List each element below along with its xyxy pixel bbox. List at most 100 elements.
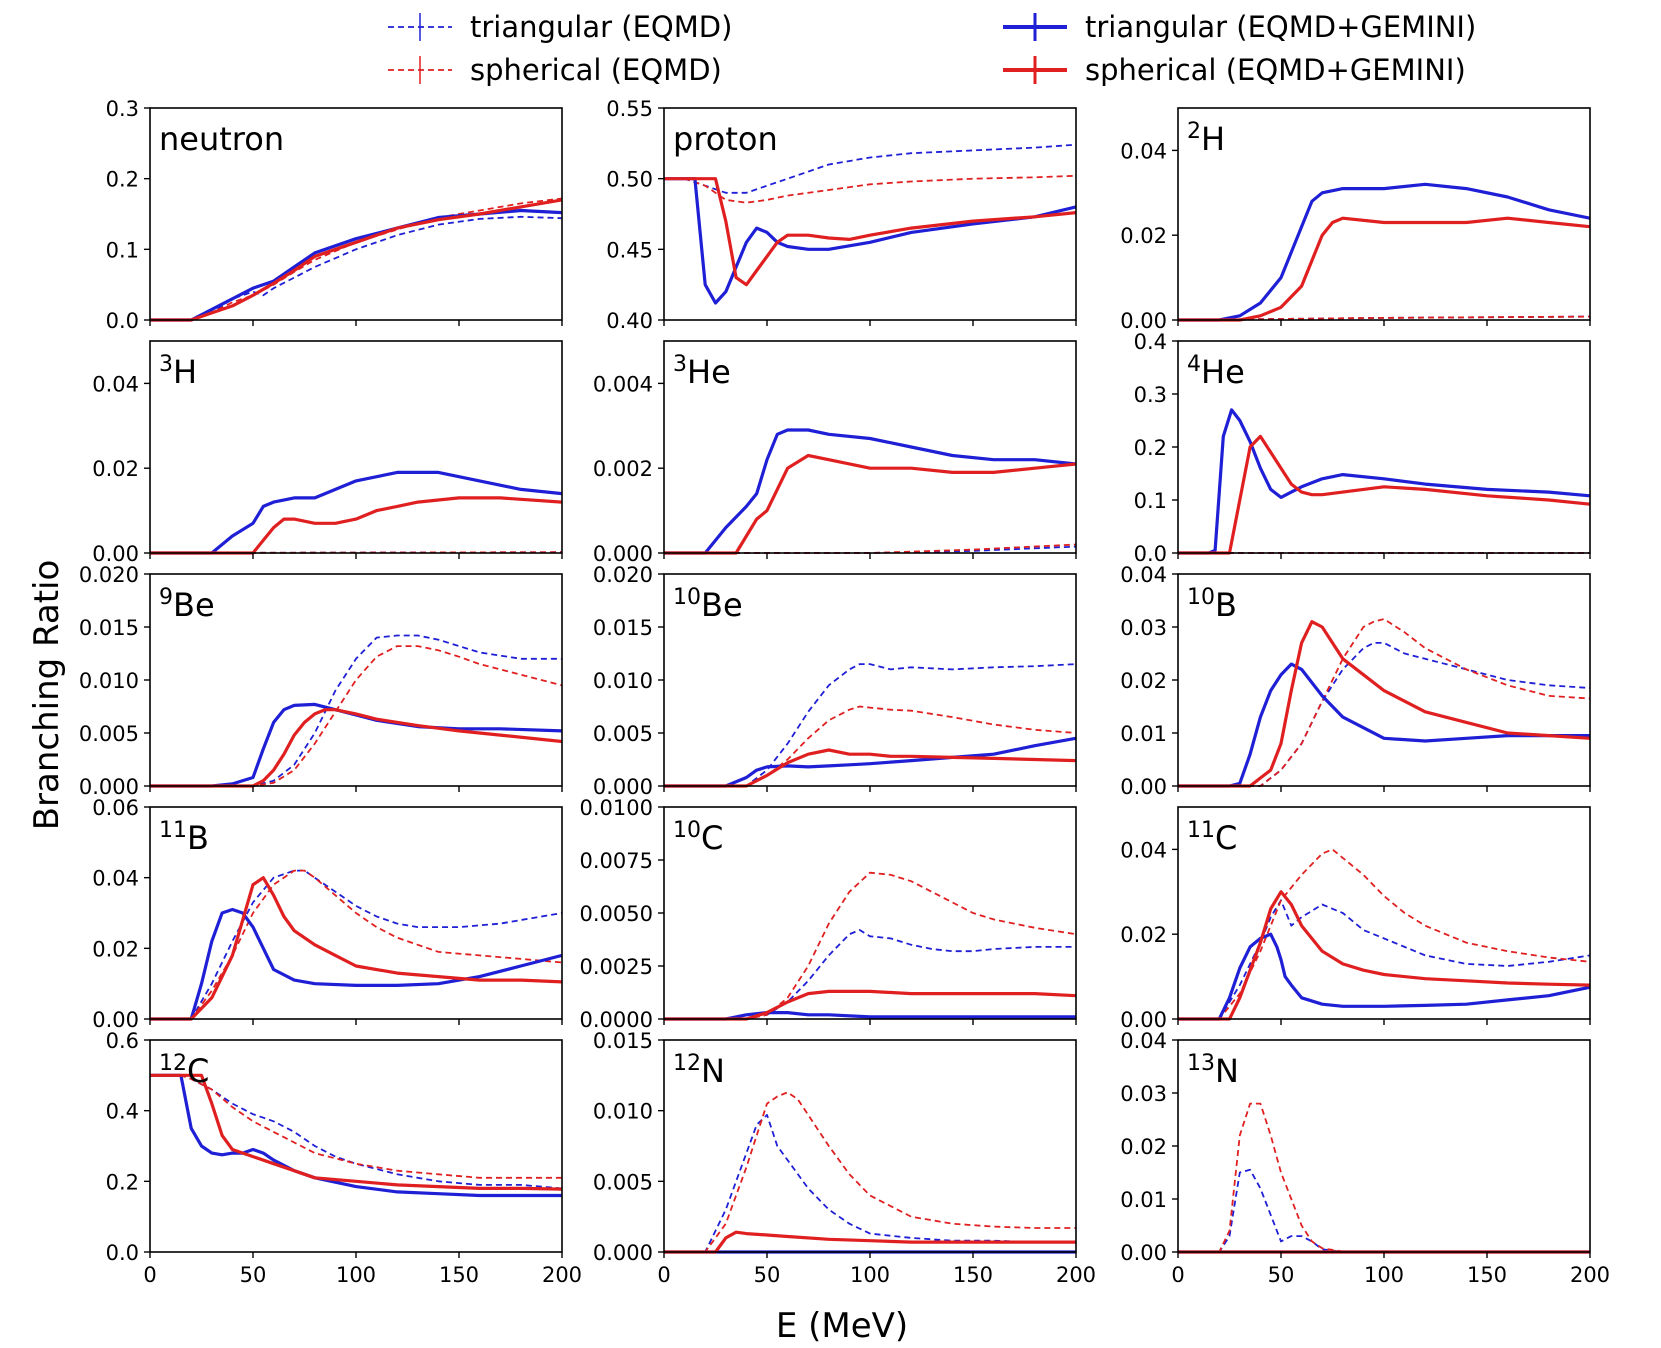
y-tick-label: 0.1 — [1134, 489, 1167, 513]
y-tick-label: 0.00 — [92, 542, 139, 566]
series-triangular-eqmd-gemini — [150, 907, 562, 1021]
series-triangular-eqmd-gemini — [150, 702, 562, 788]
series-group — [664, 428, 1076, 555]
plot-frame — [663, 806, 1077, 1020]
mass-number: 3 — [159, 352, 173, 377]
y-tick-label: 0.004 — [593, 372, 653, 396]
y-tick-label: 0.04 — [92, 867, 139, 891]
legend-label: triangular (EQMD+GEMINI) — [1085, 10, 1476, 44]
y-tick-label: 0.02 — [92, 937, 139, 961]
panel-2h: 0.00 0.02 0.04 2H — [1120, 107, 1591, 333]
series-spherical-eqmd-gemini — [664, 1230, 1076, 1254]
y-tick-label: 0.04 — [1120, 563, 1167, 587]
panel-neutron: 0.0 0.1 0.2 0.3 neutron — [106, 97, 563, 333]
y-tick-label: 0.020 — [593, 563, 653, 587]
panel-proton: 0.40 0.45 0.50 0.55 proton — [606, 97, 1077, 333]
legend-label: spherical (EQMD) — [470, 53, 722, 87]
plot-frame — [663, 1039, 1077, 1253]
y-tick-label: 0.00 — [1120, 1008, 1167, 1032]
mass-number: 12 — [159, 1051, 187, 1076]
y-tick-label: 0.03 — [1120, 616, 1167, 640]
y-tick-label: 0.01 — [1120, 722, 1167, 746]
series-spherical-eqmd-gemini — [150, 496, 562, 555]
panel-4he: 0.0 0.1 0.2 0.3 0.4 4He — [1134, 330, 1591, 566]
y-tick-label: 0.000 — [593, 542, 653, 566]
legend-entry-triangular-eqmd: triangular (EQMD) — [388, 10, 732, 44]
mass-number: 11 — [159, 818, 187, 843]
series-triangular-eqmd — [150, 634, 562, 787]
element-symbol: B — [1215, 586, 1237, 624]
mass-number: 13 — [1187, 1051, 1215, 1076]
y-tick-label: 0.010 — [79, 669, 139, 693]
series-triangular-eqmd — [150, 1074, 562, 1190]
x-tick-label: 50 — [1268, 1263, 1295, 1287]
series-triangular-eqmd-gemini — [664, 736, 1076, 788]
mass-number: 4 — [1187, 352, 1201, 377]
series-group — [664, 1091, 1076, 1254]
series-triangular-eqmd-gemini — [1178, 408, 1590, 555]
x-tick-label: 150 — [953, 1263, 993, 1287]
x-tick-label: 150 — [1467, 1263, 1507, 1287]
mass-number: 3 — [673, 352, 687, 377]
series-spherical-eqmd-gemini — [664, 453, 1076, 555]
series-triangular-eqmd-gemini — [150, 470, 562, 555]
series-spherical-eqmd — [664, 871, 1076, 1020]
series-triangular-eqmd-gemini — [150, 1073, 562, 1198]
y-tick-label: 0.4 — [1134, 330, 1167, 354]
mass-number: 10 — [673, 585, 701, 610]
element-symbol: B — [187, 819, 209, 857]
x-tick-label: 50 — [754, 1263, 781, 1287]
y-tick-label: 0.00 — [1120, 1241, 1167, 1265]
series-spherical-eqmd — [1178, 315, 1590, 321]
legend-label: spherical (EQMD+GEMINI) — [1085, 53, 1466, 87]
y-tick-label: 0.04 — [1120, 1029, 1167, 1053]
y-tick-label: 0.002 — [593, 457, 653, 481]
series-triangular-eqmd-gemini — [664, 428, 1076, 555]
series-triangular-eqmd — [150, 215, 562, 321]
panel-title: 11B — [159, 818, 209, 857]
series-group — [1178, 848, 1590, 1021]
mass-number: 10 — [1187, 585, 1215, 610]
legend-entry-spherical-eqmd: spherical (EQMD) — [388, 53, 722, 87]
y-tick-label: 0.02 — [1120, 923, 1167, 947]
panel-13n: 0.00 0.01 0.02 0.03 0.04 0 50 100 150 200 13N — [1120, 1029, 1610, 1287]
series-triangular-eqmd-gemini — [664, 1010, 1076, 1021]
series-triangular-eqmd-gemini — [1178, 662, 1590, 788]
y-tick-label: 0.6 — [106, 1029, 139, 1053]
series-spherical-eqmd — [1178, 618, 1590, 787]
y-tick-label: 0.06 — [92, 796, 139, 820]
series-spherical-eqmd-gemini — [664, 177, 1076, 287]
series-spherical-eqmd-gemini — [150, 876, 562, 1021]
element-symbol: Be — [701, 586, 743, 624]
panel-10be: 0.000 0.005 0.010 0.015 0.020 10Be — [593, 563, 1077, 799]
y-tick-label: 0.015 — [79, 616, 139, 640]
element-symbol: N — [701, 1052, 725, 1090]
plot-frame — [1177, 573, 1591, 787]
plot-frame — [1177, 1039, 1591, 1253]
y-tick-label: 0.55 — [606, 97, 653, 121]
panel-10b: 0.00 0.01 0.02 0.03 0.04 10B — [1120, 563, 1591, 799]
x-tick-label: 100 — [850, 1263, 890, 1287]
y-tick-label: 0.02 — [1120, 669, 1167, 693]
panel-title: 3H — [159, 352, 197, 391]
element-symbol: He — [687, 353, 731, 391]
panel-9be: 0.000 0.005 0.010 0.015 0.020 9Be — [79, 563, 563, 799]
series-spherical-eqmd-gemini — [1178, 620, 1590, 788]
element-symbol: H — [1201, 120, 1225, 158]
mass-number: 9 — [159, 585, 173, 610]
y-tick-label: 0.020 — [79, 563, 139, 587]
x-tick-label: 100 — [1364, 1263, 1404, 1287]
panel-11c: 0.00 0.02 0.04 11C — [1120, 806, 1591, 1032]
y-tick-label: 0.0000 — [580, 1008, 653, 1032]
plot-frame — [1177, 107, 1591, 321]
panel-title: 3He — [673, 352, 731, 391]
panel-11b: 0.00 0.02 0.04 0.06 11B — [92, 796, 563, 1032]
element-symbol: H — [173, 353, 197, 391]
y-tick-label: 0.45 — [606, 238, 653, 262]
element-symbol: Be — [173, 586, 215, 624]
y-tick-label: 0.50 — [606, 168, 653, 192]
panel-12n: 0.000 0.005 0.010 0.015 0 50 100 150 200 12N — [593, 1029, 1096, 1287]
mass-number: 10 — [673, 818, 701, 843]
y-tick-label: 0.0 — [1134, 542, 1167, 566]
